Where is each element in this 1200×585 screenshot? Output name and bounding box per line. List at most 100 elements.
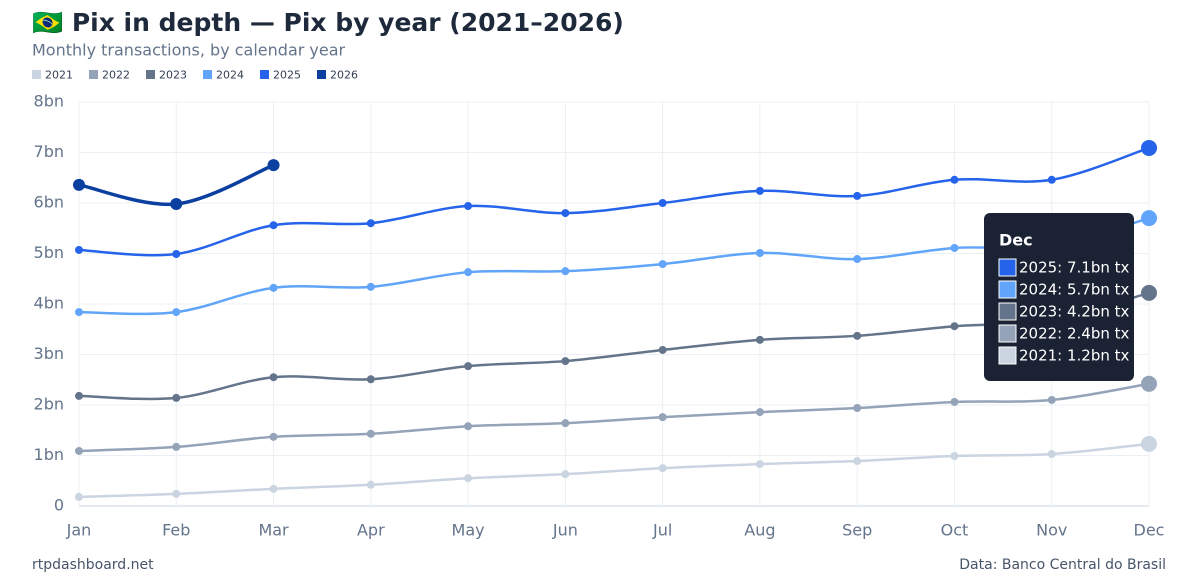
x-tick-label: Jul xyxy=(652,521,672,540)
series-line xyxy=(78,146,1150,257)
tooltip-swatch xyxy=(998,324,1017,343)
tooltip-swatch xyxy=(998,280,1017,299)
data-point xyxy=(75,308,83,317)
data-point xyxy=(269,484,278,493)
data-point xyxy=(755,335,764,344)
chart-subtitle: Monthly transactions, by calendar year xyxy=(32,41,346,60)
data-point xyxy=(1047,175,1056,184)
data-point xyxy=(950,322,959,331)
data-point xyxy=(172,308,181,317)
data-point xyxy=(75,245,83,254)
x-tick-label: May xyxy=(452,521,485,540)
y-tick-label: 6bn xyxy=(34,193,64,212)
legend-swatch xyxy=(260,70,269,79)
data-point xyxy=(366,219,375,228)
tooltip-title: Dec xyxy=(999,231,1033,250)
x-tick-label: Sep xyxy=(842,521,872,540)
data-point xyxy=(269,432,278,441)
footer-left: rtpdashboard.net xyxy=(32,557,154,573)
data-point xyxy=(658,413,667,422)
legend-label: 2026 xyxy=(330,69,358,82)
data-point xyxy=(464,202,473,211)
data-point xyxy=(1141,435,1157,452)
tooltip-swatch xyxy=(998,302,1017,321)
data-point xyxy=(1141,375,1157,392)
y-tick-label: 1bn xyxy=(34,445,64,464)
data-point xyxy=(853,255,862,264)
x-tick-label: Mar xyxy=(258,521,289,540)
data-point xyxy=(853,457,862,466)
data-point xyxy=(172,489,181,498)
data-point xyxy=(755,248,764,257)
data-point xyxy=(950,243,959,252)
legend-label: 2025 xyxy=(273,69,301,82)
series-line xyxy=(78,382,1150,453)
data-point xyxy=(269,283,278,292)
data-point xyxy=(853,331,862,340)
legend-label: 2023 xyxy=(159,69,187,82)
data-point xyxy=(75,446,83,455)
data-point xyxy=(755,408,764,417)
data-point xyxy=(269,373,278,382)
x-tick-label: Aug xyxy=(744,521,775,540)
series-line xyxy=(78,216,1150,316)
legend-swatch xyxy=(317,70,326,79)
data-point xyxy=(561,357,570,366)
chart-title: 🇧🇷 Pix in depth — Pix by year (2021–2026… xyxy=(32,8,624,37)
data-point xyxy=(950,397,959,406)
data-point xyxy=(464,362,473,371)
footer-right: Data: Banco Central do Brasil xyxy=(959,557,1166,573)
data-point xyxy=(267,159,280,172)
x-tick-label: Dec xyxy=(1134,521,1165,540)
y-tick-label: 8bn xyxy=(34,92,64,111)
x-tick-label: Oct xyxy=(941,521,969,540)
legend-label: 2021 xyxy=(45,69,73,82)
data-point xyxy=(366,375,375,384)
data-point xyxy=(658,199,667,207)
data-point xyxy=(1141,210,1157,227)
data-point xyxy=(853,191,862,200)
data-point xyxy=(75,492,83,501)
data-point xyxy=(366,429,375,438)
data-point xyxy=(658,464,667,473)
data-point xyxy=(464,474,473,483)
tooltip-item: 2021: 1.2bn tx xyxy=(1019,347,1130,365)
legend-label: 2022 xyxy=(102,69,130,82)
data-point xyxy=(75,391,83,400)
data-point xyxy=(950,175,959,184)
y-tick-label: 5bn xyxy=(34,243,64,262)
data-point xyxy=(1141,284,1157,301)
data-point xyxy=(1047,395,1056,404)
data-point xyxy=(755,186,764,195)
tooltip-swatch xyxy=(998,346,1017,365)
data-point xyxy=(950,452,959,461)
data-point xyxy=(269,221,278,230)
legend-swatch xyxy=(146,70,155,79)
data-point xyxy=(170,198,183,211)
data-point xyxy=(561,470,570,479)
tooltip-item: 2023: 4.2bn tx xyxy=(1019,303,1130,321)
y-tick-label: 3bn xyxy=(34,344,64,363)
data-point xyxy=(73,178,85,191)
y-tick-label: 7bn xyxy=(34,142,64,161)
legend-swatch xyxy=(89,70,98,79)
data-point xyxy=(561,419,570,428)
tooltip-item: 2024: 5.7bn tx xyxy=(1019,281,1130,299)
legend-swatch xyxy=(203,70,212,79)
x-tick-label: Apr xyxy=(357,521,385,540)
legend-label: 2024 xyxy=(216,69,244,82)
series-line xyxy=(78,291,1150,401)
data-point xyxy=(561,209,570,218)
tooltip-item: 2025: 7.1bn tx xyxy=(1019,259,1130,277)
data-point xyxy=(172,442,181,451)
data-point xyxy=(658,345,667,354)
data-point xyxy=(658,260,667,269)
x-tick-label: Nov xyxy=(1036,521,1067,540)
data-point xyxy=(464,268,473,277)
tooltip-item: 2022: 2.4bn tx xyxy=(1019,325,1130,343)
x-tick-label: Feb xyxy=(162,521,190,540)
data-point xyxy=(755,460,764,469)
x-tick-label: Jun xyxy=(552,521,578,540)
y-tick-label: 2bn xyxy=(34,395,64,414)
